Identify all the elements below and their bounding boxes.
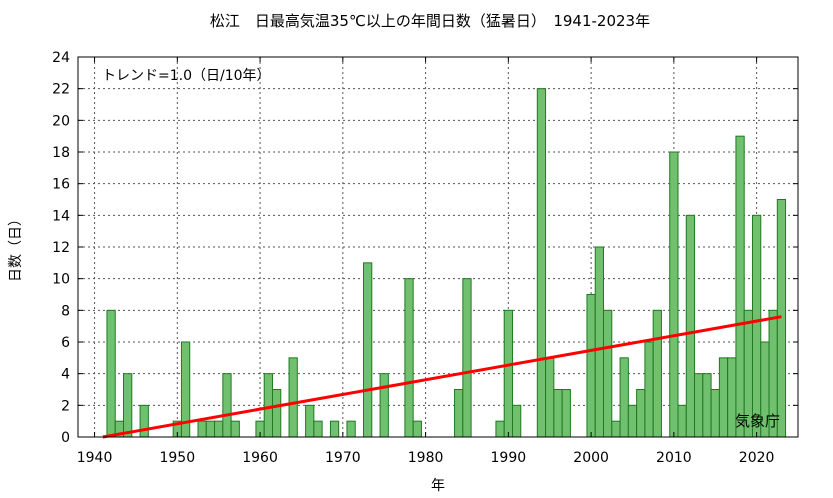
x-tick-label: 1990 (491, 450, 527, 466)
y-tick-label: 10 (52, 272, 70, 288)
bar (288, 357, 298, 438)
bar (106, 309, 116, 438)
bar (313, 420, 323, 438)
x-tick-label: 1940 (77, 450, 113, 466)
y-tick-label: 8 (61, 303, 70, 319)
bar (454, 389, 464, 438)
chart-title: 松江 日最高気温35℃以上の年間日数（猛暑日） 1941-2023年 (210, 12, 650, 30)
bar (644, 341, 654, 438)
bar (586, 294, 596, 438)
bar (197, 420, 207, 438)
x-tick-label: 1960 (242, 450, 278, 466)
bar (561, 389, 571, 438)
y-tick-label: 12 (52, 240, 70, 256)
y-tick-label: 22 (52, 82, 70, 98)
bar (627, 404, 638, 438)
bar (412, 420, 422, 438)
bar (594, 246, 605, 438)
x-tick-label: 2010 (656, 450, 692, 466)
bar (694, 373, 704, 438)
bar (263, 373, 273, 438)
source-label: 気象庁 (735, 412, 780, 430)
y-tick-label: 4 (61, 367, 70, 383)
bar (346, 420, 356, 438)
bar (271, 389, 282, 438)
x-axis: 1940 1950 1960 1970 1980 1990 2000 2010 2020 (77, 57, 775, 466)
bar (329, 420, 340, 438)
bar (677, 404, 687, 438)
trend-line (102, 315, 782, 439)
bar (139, 404, 149, 438)
bar (462, 278, 472, 438)
bar (545, 357, 555, 438)
y-tick-label: 20 (52, 113, 70, 129)
bar (685, 214, 696, 438)
bar (751, 214, 762, 438)
bar (611, 420, 621, 438)
y-tick-label: 18 (52, 145, 70, 161)
bar (511, 404, 522, 438)
bar (230, 420, 240, 438)
bar (363, 262, 373, 438)
bar (404, 278, 414, 438)
bar (636, 389, 646, 438)
x-tick-label: 1970 (325, 450, 361, 466)
bar (603, 309, 613, 438)
bar (205, 420, 216, 438)
bar (123, 373, 133, 438)
bar (536, 88, 547, 438)
y-tick-label: 0 (61, 430, 70, 446)
trend-line-group (102, 315, 782, 439)
y-tick-label: 16 (52, 177, 70, 193)
bar (652, 309, 662, 438)
bar (710, 389, 720, 438)
y-tick-label: 6 (61, 335, 70, 351)
y-tick-label: 2 (61, 398, 70, 414)
x-tick-label: 2000 (573, 450, 609, 466)
y-axis-label: 日数（日） (8, 212, 24, 282)
x-tick-label: 1980 (408, 450, 444, 466)
trend-label: トレンド=1.0（日/10年） (102, 68, 271, 84)
x-axis-label: 年 (431, 478, 445, 494)
bar (503, 309, 513, 438)
bar (553, 389, 563, 438)
bar (718, 357, 729, 438)
bar (669, 151, 679, 438)
bar (735, 135, 745, 438)
x-tick-label: 2020 (739, 450, 775, 466)
bar (702, 373, 712, 438)
bar (305, 404, 315, 438)
bar (379, 373, 389, 438)
bar (495, 420, 505, 438)
y-tick-label: 14 (52, 208, 70, 224)
grid-lines (78, 57, 798, 437)
bar (214, 420, 224, 438)
y-tick-label: 24 (52, 50, 70, 66)
x-tick-label: 1950 (159, 450, 195, 466)
bar (619, 357, 629, 438)
bar (222, 373, 232, 438)
